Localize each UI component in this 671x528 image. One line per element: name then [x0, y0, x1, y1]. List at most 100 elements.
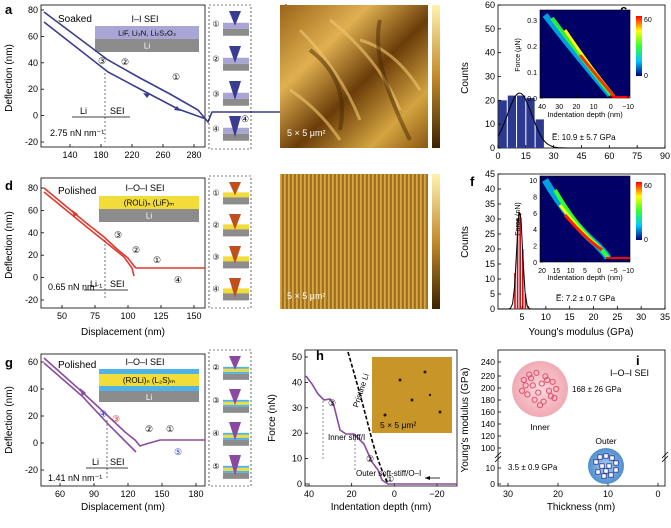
g-y-tick-label-2: 20: [28, 411, 38, 421]
outer-point-7: [601, 473, 607, 479]
outer-points: [593, 453, 619, 479]
panel-g-title: Polished: [58, 360, 96, 371]
h-y-tick-label-4: 40: [292, 377, 302, 387]
y-axis-label-h: Force (nN): [267, 394, 278, 442]
g-steps-layer-2-2: [223, 437, 249, 440]
c-bars-bar-2: [517, 95, 526, 148]
c-y-tick-label-6: 60: [485, 0, 495, 10]
outer-point-0: [593, 459, 599, 465]
outer-point-6: [608, 472, 614, 478]
sei-label-a: SEI: [110, 106, 125, 116]
c-y-tick-label-4: 40: [485, 48, 495, 58]
h-x-tick-label-0: 40: [304, 489, 314, 499]
g-steps-layer-0-2: [223, 371, 249, 374]
f-y-tick-label-8: 40: [485, 184, 495, 194]
y-ticks-a: -20 0 20 40 60 80: [25, 5, 44, 147]
c-inset-y-tick-label-2: 0.2: [527, 44, 537, 51]
substrate-d: Li: [146, 212, 152, 221]
axes-frame-d: [40, 177, 206, 309]
x-axis-label-i: Thickness (nm): [547, 502, 615, 513]
c-inset-x-tick-label-5: −10: [622, 104, 634, 111]
scale-label-e: 5 × 5 μm²: [287, 291, 325, 301]
c-bars-bar-1: [507, 95, 517, 148]
c-y-tick-label-0: 0: [490, 143, 495, 153]
f-x-tick-label-1: 10: [541, 312, 551, 322]
arrow-d1: [72, 210, 78, 217]
marker-d-4: ④: [174, 275, 182, 285]
g-steps-tip-2: [229, 422, 241, 441]
panel-g: g Polished -20 0 20 40 60 60 90 120 150 180 Defl…: [4, 349, 252, 513]
inner-point-16: [527, 375, 535, 382]
inner-point-10: [518, 387, 526, 394]
f-inset-y-tick-label-0: 0: [533, 260, 537, 267]
d-steps-layer-0-0: [223, 192, 249, 198]
a-y-tick-label-5: 80: [28, 5, 38, 15]
arrow-a2: [174, 106, 181, 111]
inner-cluster: [512, 361, 568, 417]
panel-a-title: Soaked: [58, 14, 92, 25]
x-ticks-c: 0 15 30 45 60 75 90: [495, 145, 670, 161]
c-inset-x-tick-label-3: 10: [590, 104, 598, 111]
y-axis-label-c: Counts: [460, 62, 471, 94]
marker-h-1: ①: [386, 474, 394, 484]
f-x-tick-label-5: 30: [636, 312, 646, 322]
d-steps-num-3: ④: [212, 285, 219, 294]
li-label-d: Li: [90, 279, 97, 289]
a-steps-layer-0-0: [223, 22, 249, 29]
afm-texture-b: [289, 18, 422, 141]
g-steps-num-0: ②: [212, 363, 219, 372]
inner-label-i: Inner: [530, 422, 550, 432]
g-steps-layer-1-3: [223, 406, 249, 413]
h-y-tick-label-1: 10: [292, 454, 302, 464]
c-x-tick-label-4: 60: [604, 151, 614, 161]
c-inset-x-tick-label-4: 0: [609, 104, 613, 111]
axes-frame-g: [40, 353, 206, 487]
f-y-tick-label-0: 0: [490, 304, 495, 314]
i-y-tick-label-0: 0: [490, 479, 495, 489]
cbar-min-c: 0: [644, 73, 648, 80]
f-y-tick-label-6: 30: [485, 214, 495, 224]
arrow-a1: [143, 93, 150, 98]
inset-x-ticks-f: 20 15 10 5 0 −5 −10: [538, 259, 634, 275]
a-steps-num-1: ②: [212, 54, 219, 63]
axis-break-right-1: [661, 451, 669, 459]
inner-point-12: [538, 380, 545, 387]
g-x-tick-label-4: 180: [188, 489, 203, 499]
outer-point-2: [603, 453, 609, 459]
y-ticks-h: 0 10 20 30 40 50: [292, 352, 308, 489]
g-steps-layer-0-3: [223, 373, 249, 380]
a-y-tick-label-4: 60: [28, 31, 38, 41]
inner-value-i: 168 ± 26 GPa: [572, 385, 622, 394]
colorbar-b: [432, 5, 440, 148]
f-inset-y-tick-label-4: 8: [533, 194, 537, 201]
g-steps-layer-0-0: [223, 366, 249, 369]
scale-label-b: 5 × 5 μm²: [287, 128, 325, 138]
retract-arrowhead-h: [425, 476, 430, 480]
panel-h: h 0 10 20 30 40 50 40 20 0 −20 Force (nN) Indent…: [267, 348, 458, 513]
i-x-tick-label-3: 0: [655, 489, 660, 499]
sei-title-g: I–O–I SEI: [125, 357, 164, 367]
c-inset-x-tick-label-0: 40: [538, 104, 546, 111]
a-steps-num-2: ③: [212, 89, 219, 98]
f-x-tick-label-6: 35: [660, 312, 670, 322]
inner-point-4: [549, 378, 556, 385]
i-y-tick-label-2: 100: [481, 443, 495, 453]
c-x-tick-label-2: 30: [549, 151, 559, 161]
axis-break-left-2: [494, 455, 502, 463]
g-steps-layer-1-2: [223, 404, 249, 407]
inset-curves-c: [542, 13, 630, 98]
h-x-tick-label-3: −20: [429, 489, 444, 499]
d-steps-layer-3-1: [223, 293, 249, 301]
y-axis-label-g: Deflection (nm): [4, 386, 15, 454]
y-axis-label-i: Young's modulus (GPa): [460, 368, 471, 473]
g-x-tick-label-1: 90: [89, 489, 99, 499]
d-steps-frame: [208, 175, 252, 309]
i-y-tick-label-1: 10: [486, 463, 496, 473]
panel-b: b 5 × 5 μm²: [280, 2, 440, 148]
a-steps-num-0: ①: [212, 19, 219, 28]
x-ticks-g: 60 90 120 150 180: [55, 483, 204, 499]
a-y-tick-label-2: 20: [28, 84, 38, 94]
g-y-tick-label-0: -20: [25, 465, 38, 475]
